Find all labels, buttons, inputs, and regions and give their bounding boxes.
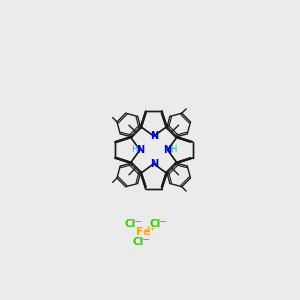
Text: N: N: [150, 159, 158, 169]
Text: H: H: [170, 145, 176, 154]
Text: N: N: [136, 145, 144, 155]
Text: Fe: Fe: [136, 226, 150, 237]
Text: −: −: [159, 217, 167, 227]
Text: Cl: Cl: [133, 237, 144, 247]
Text: N: N: [164, 145, 172, 155]
Text: Cl: Cl: [150, 219, 161, 229]
Text: Cl: Cl: [124, 219, 136, 229]
Text: N: N: [150, 131, 158, 141]
Text: H: H: [131, 145, 138, 154]
Text: −: −: [134, 217, 142, 227]
Text: −: −: [142, 235, 150, 245]
Text: 3+: 3+: [146, 226, 156, 232]
